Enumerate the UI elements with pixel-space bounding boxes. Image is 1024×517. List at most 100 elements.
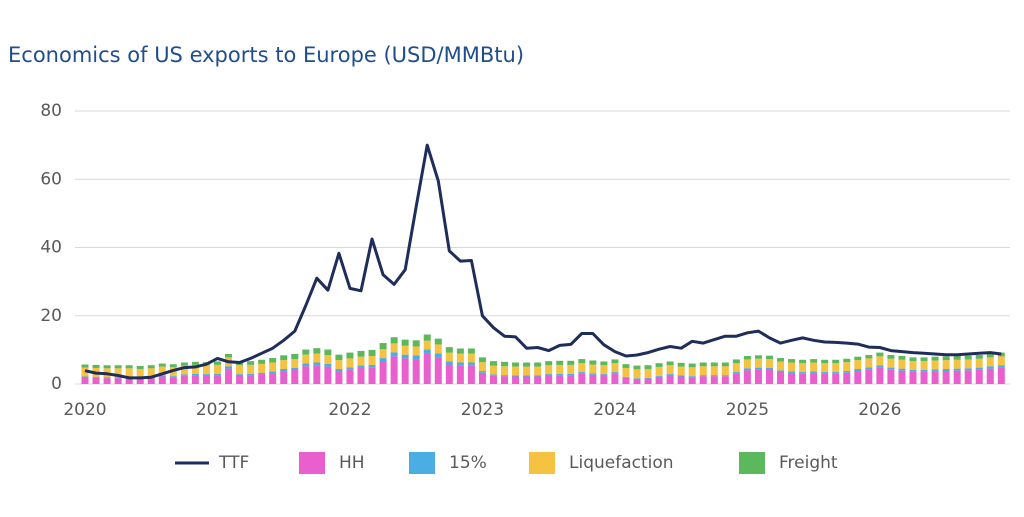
bar-segment (953, 359, 961, 369)
bar-segment (291, 353, 299, 360)
bar-segment (390, 356, 398, 384)
bar-segment (501, 366, 509, 376)
bar-segment (865, 354, 873, 359)
bar-segment (854, 360, 862, 369)
bar-segment (236, 375, 244, 384)
bar-segment (313, 353, 321, 363)
bar-segment (501, 361, 509, 367)
bar-segment (434, 344, 442, 354)
bar-segment (489, 361, 497, 366)
bar-segment (964, 368, 972, 371)
bar-segment (611, 359, 619, 364)
bar-segment (589, 364, 597, 374)
bar-segment (158, 376, 166, 384)
bar-segment (379, 343, 387, 350)
bar-segment (236, 374, 244, 376)
bar-segment (556, 360, 564, 365)
bar-segment (434, 357, 442, 384)
bar-segment (821, 373, 829, 384)
bar-segment (478, 371, 486, 373)
bar-segment (291, 370, 299, 384)
bar-segment (777, 361, 785, 371)
bar-segment (777, 372, 785, 384)
bar-segment (324, 366, 332, 384)
bar-segment (931, 369, 939, 372)
legend-label: HH (339, 453, 365, 473)
bar-segment (633, 365, 641, 370)
x-tick-label: 2023 (461, 400, 504, 420)
bar-segment (843, 372, 851, 384)
bar-segment (997, 356, 1005, 366)
bar-segment (887, 367, 895, 370)
bar-segment (622, 367, 630, 377)
bar-segment (721, 362, 729, 367)
bar-segment (125, 365, 133, 369)
bar-segment (180, 374, 188, 376)
bar-segment (103, 378, 111, 384)
bar-segment (754, 369, 762, 384)
bar-segment (136, 368, 144, 378)
bar-segment (644, 377, 652, 379)
bar-segment (986, 366, 994, 369)
bar-segment (191, 373, 199, 376)
bar-segment (876, 365, 884, 368)
bar-segment (953, 370, 961, 384)
bar-segment (975, 367, 983, 370)
bar-segment (920, 357, 928, 362)
bar-segment (997, 352, 1005, 357)
bar-segment (202, 365, 210, 375)
bar-segment (191, 375, 199, 384)
bar-segment (489, 375, 497, 384)
bar-segment (920, 371, 928, 384)
bar-segment (423, 349, 431, 354)
bar-segment (788, 359, 796, 363)
bar-segment (512, 362, 520, 367)
bar-segment (821, 359, 829, 364)
y-tick-label: 80 (40, 101, 62, 121)
bar-segment (445, 364, 453, 384)
bar-segment (379, 358, 387, 362)
bar-segment (423, 334, 431, 341)
bar-segment (247, 364, 255, 374)
bar-segment (368, 367, 376, 384)
bar-segment (269, 373, 277, 384)
bar-segment (743, 359, 751, 369)
bar-segment (688, 363, 696, 368)
bar-segment (898, 370, 906, 384)
bar-segment (909, 361, 917, 371)
bar-segment (92, 364, 100, 368)
bar-segment (832, 373, 840, 384)
y-tick-label: 20 (40, 306, 62, 326)
bar-segment (302, 366, 310, 384)
bar-segment (622, 377, 630, 384)
bar-segment (103, 365, 111, 369)
bar-segment (467, 362, 475, 366)
bar-segment (534, 366, 542, 376)
bar-segment (225, 368, 233, 384)
bar-segment (997, 367, 1005, 384)
bar-segment (799, 363, 807, 373)
bar-segment (821, 363, 829, 373)
bar-segment (258, 363, 266, 373)
bar-segment (986, 353, 994, 358)
bar-segment (368, 349, 376, 357)
chart-title: Economics of US exports to Europe (USD/M… (8, 43, 524, 67)
bar-segment (898, 356, 906, 360)
bar-segment (677, 376, 685, 384)
bar-segment (136, 378, 144, 384)
bar-segment (512, 376, 520, 384)
bar-segment (942, 356, 950, 361)
bar-segment (810, 371, 818, 374)
bar-segment (412, 355, 420, 360)
bar-segment (534, 376, 542, 384)
bar-segment (600, 365, 608, 375)
bar-segment (843, 371, 851, 373)
legend-label: Liquefaction (569, 453, 674, 473)
bar-segment (765, 359, 773, 368)
bar-segment (655, 363, 663, 367)
bar-segment (423, 340, 431, 350)
bar-segment (412, 359, 420, 384)
bar-segment (379, 361, 387, 384)
bar-segment (269, 362, 277, 372)
bar-segment (346, 369, 354, 384)
